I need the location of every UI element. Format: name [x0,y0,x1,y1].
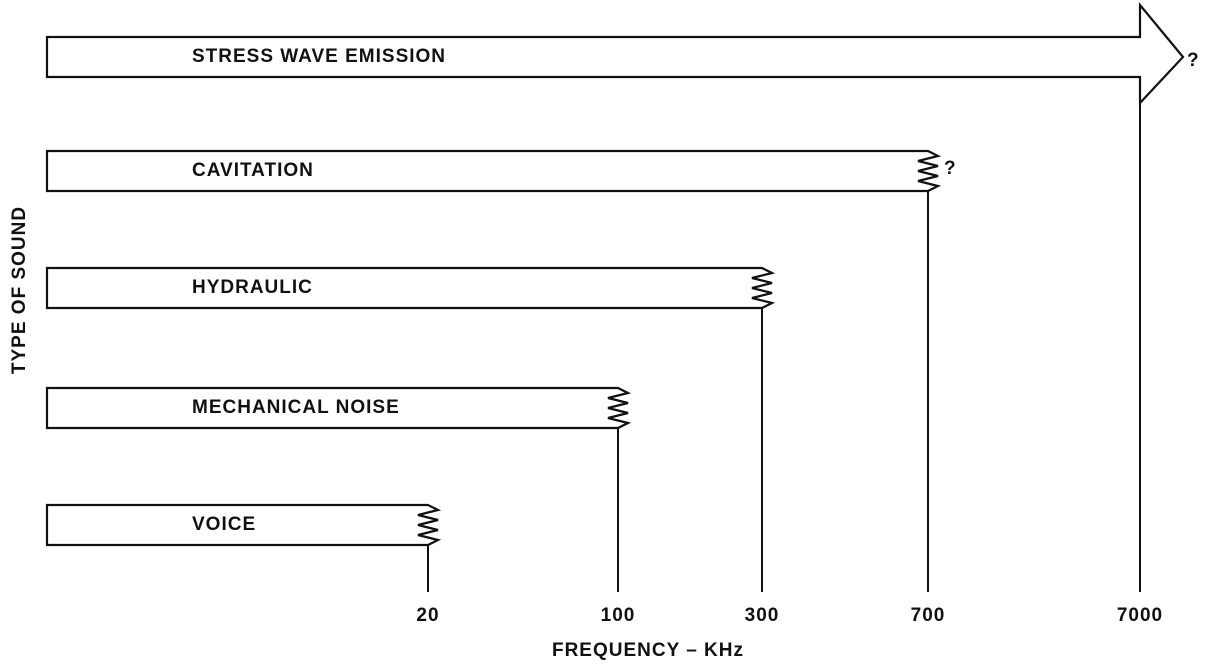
y-axis-label: TYPE OF SOUND [9,206,30,374]
x-axis-label: FREQUENCY – KHz [552,640,744,661]
category-label: STRESS WAVE EMISSION [192,46,446,67]
category-label: VOICE [192,514,256,535]
bar [45,386,632,430]
bar [45,149,942,193]
x-tick-label: 7000 [1117,605,1163,626]
category-label: HYDRAULIC [192,277,313,298]
bar [45,1,1185,106]
annotation: ? [944,158,957,179]
x-tick-label: 700 [911,605,946,626]
category-label: CAVITATION [192,160,314,181]
x-tick-label: 20 [416,605,439,626]
bar [45,266,776,310]
annotation: ? [1187,50,1200,71]
bar [45,503,442,547]
x-tick-label: 100 [601,605,636,626]
x-tick-label: 300 [745,605,780,626]
category-label: MECHANICAL NOISE [192,397,400,418]
